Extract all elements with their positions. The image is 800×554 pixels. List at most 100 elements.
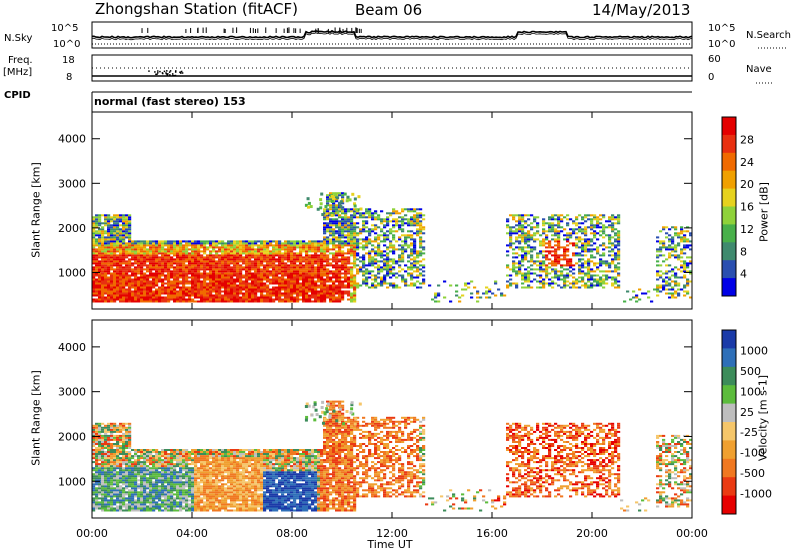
power-panel-cell <box>350 278 354 281</box>
power-panel-cell <box>194 292 198 295</box>
power-panel-cell <box>323 290 327 293</box>
velocity-panel-cell <box>95 451 99 453</box>
power-panel-cell <box>416 212 420 215</box>
power-panel-cell <box>590 220 594 223</box>
power-panel-cell <box>332 230 336 233</box>
power-panel-cell <box>506 250 510 253</box>
power-panel-cell <box>158 280 162 283</box>
power-panel-cell <box>347 210 351 213</box>
power-panel-cell <box>122 234 126 237</box>
power-panel-cell <box>179 248 183 251</box>
power-panel-cell <box>206 290 210 293</box>
power-panel-cell <box>293 266 297 269</box>
power-panel-cell <box>401 208 405 211</box>
power-panel-cell <box>95 286 99 289</box>
power-panel-cell <box>332 276 336 279</box>
power-panel-cell <box>608 236 612 239</box>
power-panel-cell <box>410 208 414 211</box>
power-panel-cell <box>185 244 189 247</box>
power-panel-cell <box>677 232 681 235</box>
power-panel-cell <box>191 252 195 255</box>
power-panel-cell <box>329 196 333 199</box>
power-panel-cell <box>524 238 528 241</box>
power-panel-cell <box>353 224 357 227</box>
power-panel-cell <box>116 292 120 295</box>
power-panel-cell <box>533 216 537 219</box>
power-panel-cell <box>680 260 684 263</box>
power-panel-cell <box>125 220 129 223</box>
power-panel-cell <box>680 240 684 243</box>
velocity-panel-cell <box>98 424 102 427</box>
power-panel-cell <box>296 274 300 277</box>
power-panel-cell <box>602 260 606 263</box>
power-panel-cell <box>569 218 573 221</box>
power-panel-cell <box>98 266 102 269</box>
velocity-panel-cell <box>116 483 120 486</box>
power-panel-cell <box>584 262 588 265</box>
power-panel-cell <box>371 256 375 259</box>
power-panel-cell <box>401 210 405 213</box>
power-panel-cell <box>578 246 582 249</box>
velocity-panel-cell <box>113 471 117 474</box>
power-panel-cell <box>161 240 165 243</box>
power-panel-cell <box>674 228 678 231</box>
velocity-panel-cell <box>113 445 117 447</box>
power-panel-cell <box>665 264 669 267</box>
power-panel-cell <box>233 246 237 249</box>
power-panel-cell <box>107 276 111 279</box>
power-panel-cell <box>554 228 558 231</box>
power-panel-cell <box>365 222 369 225</box>
power-panel-cell <box>224 286 228 289</box>
power-panel-cell <box>350 244 354 247</box>
power-panel-cell <box>254 258 258 261</box>
power-panel-cell <box>119 248 123 251</box>
power-panel-cell <box>125 268 129 271</box>
power-panel-cell <box>326 194 330 197</box>
power-panel-cell <box>536 232 540 235</box>
power-panel-cell <box>266 246 270 249</box>
power-panel-cell <box>191 282 195 285</box>
power-panel-cell <box>542 250 546 253</box>
power-panel-cell <box>188 242 192 245</box>
power-panel-cell <box>260 268 264 271</box>
power-panel-cell <box>572 280 576 283</box>
power-panel-cell <box>281 300 285 303</box>
power-panel-cell <box>323 240 327 243</box>
power-panel-cell <box>470 292 474 295</box>
power-panel-cell <box>416 220 420 223</box>
power-panel-cell <box>506 224 510 227</box>
power-panel-cell <box>143 296 147 299</box>
power-panel-cell <box>686 230 690 233</box>
velocity-panel-cell <box>116 489 120 492</box>
power-panel-cell <box>143 240 147 243</box>
power-panel-cell <box>608 250 612 253</box>
nave-dot <box>157 70 159 72</box>
power-panel-cell <box>410 220 414 223</box>
power-panel-cell <box>416 224 420 227</box>
power-panel-cell <box>98 228 102 231</box>
power-panel-cell <box>92 238 96 241</box>
power-panel-cell <box>113 290 117 293</box>
power-panel-cell <box>515 272 519 275</box>
power-panel-cell <box>590 254 594 257</box>
power-panel-cell <box>104 280 108 283</box>
power-panel-cell <box>599 278 603 281</box>
power-panel-cell <box>224 292 228 295</box>
power-panel-cell <box>557 248 561 251</box>
power-panel-cell <box>167 268 171 271</box>
velocity-panel-cell <box>98 481 102 484</box>
power-panel-cell <box>275 246 279 249</box>
power-panel-cell <box>257 286 261 289</box>
power-panel-cell <box>206 292 210 295</box>
power-panel-cell <box>335 296 339 299</box>
power-panel-cell <box>116 258 120 261</box>
power-panel-cell <box>389 246 393 249</box>
power-panel-cell <box>335 206 339 209</box>
power-panel-cell <box>125 222 129 225</box>
power-panel-cell <box>164 244 168 247</box>
power-panel-cell <box>344 272 348 275</box>
power-panel-cell <box>158 264 162 267</box>
power-panel-cell <box>182 276 186 279</box>
power-panel-cell <box>329 278 333 281</box>
power-panel-cell <box>581 272 585 275</box>
